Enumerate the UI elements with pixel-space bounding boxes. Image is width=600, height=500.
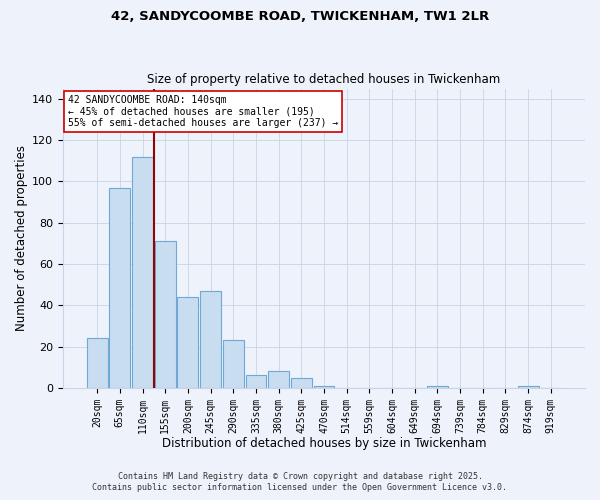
Bar xyxy=(291,378,312,388)
Bar xyxy=(132,156,153,388)
Y-axis label: Number of detached properties: Number of detached properties xyxy=(15,145,28,331)
Text: Contains HM Land Registry data © Crown copyright and database right 2025.
Contai: Contains HM Land Registry data © Crown c… xyxy=(92,472,508,492)
X-axis label: Distribution of detached houses by size in Twickenham: Distribution of detached houses by size … xyxy=(162,437,486,450)
Bar xyxy=(109,188,130,388)
Bar xyxy=(178,297,199,388)
Bar xyxy=(314,386,334,388)
Bar xyxy=(87,338,107,388)
Title: Size of property relative to detached houses in Twickenham: Size of property relative to detached ho… xyxy=(148,73,500,86)
Text: 42 SANDYCOOMBE ROAD: 140sqm
← 45% of detached houses are smaller (195)
55% of se: 42 SANDYCOOMBE ROAD: 140sqm ← 45% of det… xyxy=(68,94,338,128)
Bar xyxy=(518,386,539,388)
Bar xyxy=(200,291,221,388)
Bar xyxy=(427,386,448,388)
Bar xyxy=(223,340,244,388)
Bar xyxy=(155,242,176,388)
Bar xyxy=(245,376,266,388)
Bar xyxy=(268,372,289,388)
Text: 42, SANDYCOOMBE ROAD, TWICKENHAM, TW1 2LR: 42, SANDYCOOMBE ROAD, TWICKENHAM, TW1 2L… xyxy=(111,10,489,23)
